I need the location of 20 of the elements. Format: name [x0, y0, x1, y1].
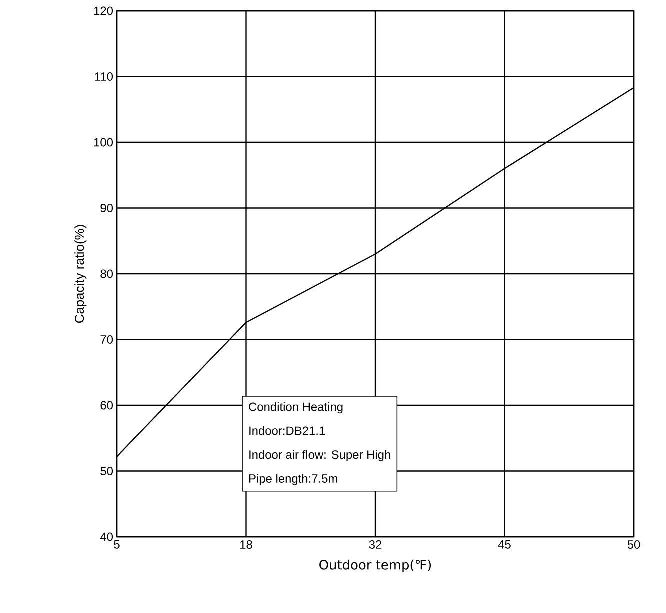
x-tick-label: 32 [369, 540, 382, 549]
y-tick-label: 90 [100, 204, 114, 212]
y-tick-label: 120 [94, 6, 114, 16]
x-tick-label: 18 [240, 540, 252, 549]
x-tick-label: 50 [628, 540, 640, 549]
y-tick-label: 60 [100, 401, 114, 410]
y-tick-label: 100 [94, 138, 114, 147]
y-tick-label: 70 [100, 336, 114, 344]
y-tick-label: 50 [100, 467, 114, 476]
x-tick-label: 5 [114, 540, 120, 549]
y-axis-title: Capacity ratio(%) [74, 225, 87, 324]
y-tick-label: 80 [100, 270, 114, 278]
y-tick-label: 40 [100, 532, 114, 542]
annotation: Condition Heating [249, 402, 343, 414]
annotation: Indoor air flow: Super High [250, 450, 390, 462]
y-tick-label: 110 [95, 72, 114, 81]
annotation: Indoor:DB21.1 [250, 426, 326, 436]
x-axis-title: Outdoor temp(℉) [320, 560, 432, 572]
annotation: Pipe length:7.5m [250, 474, 338, 486]
x-tick-label: 45 [498, 540, 511, 549]
